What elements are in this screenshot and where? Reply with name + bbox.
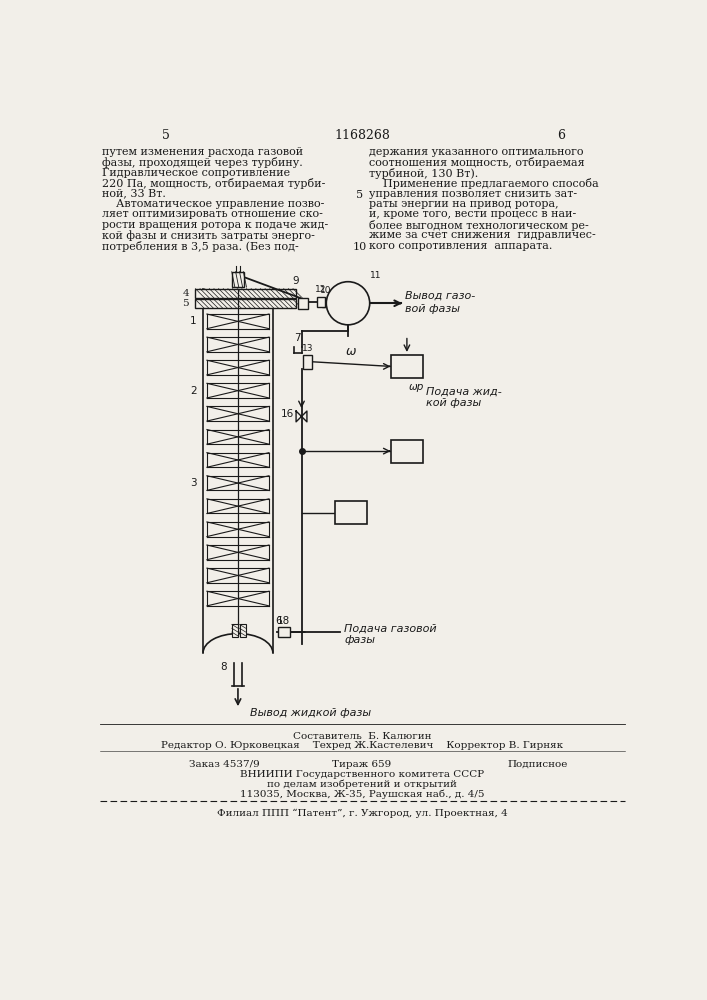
Text: Подписное: Подписное — [508, 760, 568, 769]
Text: Гидравлическое сопротивление: Гидравлическое сопротивление — [103, 168, 291, 178]
Text: держания указанного оптимального: держания указанного оптимального — [369, 147, 583, 157]
Text: ω: ω — [346, 345, 357, 358]
Text: Составитель  Б. Калюгин: Составитель Б. Калюгин — [293, 732, 431, 741]
Text: 11: 11 — [370, 271, 382, 280]
Text: и, кроме того, вести процесс в наи-: и, кроме того, вести процесс в наи- — [369, 209, 576, 219]
Text: 12: 12 — [315, 285, 327, 294]
Text: 2: 2 — [190, 386, 197, 396]
Text: кого сопротивления  аппарата.: кого сопротивления аппарата. — [369, 241, 552, 251]
Text: ωр: ωр — [409, 382, 423, 392]
Text: ляет оптимизировать отношение ско-: ляет оптимизировать отношение ско- — [103, 209, 323, 219]
Text: кой фазы и снизить затраты энерго-: кой фазы и снизить затраты энерго- — [103, 230, 315, 241]
Bar — [195, 289, 296, 298]
Text: фазы: фазы — [344, 635, 375, 645]
Text: 15: 15 — [400, 446, 414, 456]
Text: 5: 5 — [356, 190, 363, 200]
Bar — [232, 624, 238, 637]
Text: 14: 14 — [400, 361, 414, 371]
Text: Филиал ППП “Патент”, г. Ужгород, ул. Проектная, 4: Филиал ППП “Патент”, г. Ужгород, ул. Про… — [216, 809, 508, 818]
Text: 10: 10 — [320, 286, 332, 295]
Text: по делам изобретений и открытий: по делам изобретений и открытий — [267, 780, 457, 789]
Text: вой фазы: вой фазы — [404, 304, 460, 314]
Bar — [303, 355, 312, 369]
Text: ВНИИПИ Государственного комитета СССР: ВНИИПИ Государственного комитета СССР — [240, 770, 484, 779]
Text: 5: 5 — [182, 299, 189, 308]
Text: Подача газовой: Подача газовой — [344, 623, 437, 633]
Bar — [195, 299, 296, 308]
Text: Вывод газо-: Вывод газо- — [404, 291, 475, 301]
Text: 7: 7 — [294, 333, 301, 343]
Text: кой фазы: кой фазы — [426, 398, 481, 408]
Text: 6: 6 — [557, 129, 565, 142]
Bar — [232, 272, 244, 287]
Bar — [240, 624, 246, 637]
Text: 18: 18 — [277, 616, 291, 626]
Text: управления позволяет снизить зат-: управления позволяет снизить зат- — [369, 189, 577, 199]
Text: 1168268: 1168268 — [334, 129, 390, 142]
Text: 3: 3 — [190, 478, 197, 488]
Text: фазы, проходящей через турбину.: фазы, проходящей через турбину. — [103, 157, 303, 168]
Bar — [322, 298, 329, 307]
Text: 10: 10 — [353, 242, 367, 252]
Text: 113035, Москва, Ж-35, Раушская наб., д. 4/5: 113035, Москва, Ж-35, Раушская наб., д. … — [240, 790, 484, 799]
Text: 1: 1 — [190, 316, 197, 326]
Text: 13: 13 — [302, 344, 313, 353]
Text: 9: 9 — [293, 276, 299, 286]
Text: турбиной, 130 Вт).: турбиной, 130 Вт). — [369, 168, 478, 179]
Text: 4: 4 — [182, 289, 189, 298]
Text: жиме за счет снижения  гидравличес-: жиме за счет снижения гидравличес- — [369, 230, 596, 240]
Text: 16: 16 — [281, 409, 294, 419]
Text: раты энергии на привод ротора,: раты энергии на привод ротора, — [369, 199, 559, 209]
Bar — [279, 627, 290, 637]
Text: ной, 33 Вт.: ной, 33 Вт. — [103, 189, 166, 199]
Text: Вывод жидкой фазы: Вывод жидкой фазы — [250, 708, 370, 718]
Bar — [391, 440, 423, 463]
Text: Подача жид-: Подача жид- — [426, 387, 501, 397]
Text: более выгодном технологическом ре-: более выгодном технологическом ре- — [369, 220, 589, 231]
Text: Применение предлагаемого способа: Применение предлагаемого способа — [369, 178, 599, 189]
Text: 5: 5 — [162, 129, 170, 142]
Bar — [298, 298, 308, 309]
Text: 6: 6 — [276, 616, 282, 626]
Bar — [391, 355, 423, 378]
Text: Автоматическое управление позво-: Автоматическое управление позво- — [103, 199, 325, 209]
Text: Тираж 659: Тираж 659 — [332, 760, 392, 769]
Circle shape — [327, 282, 370, 325]
Text: рости вращения ротора к подаче жид-: рости вращения ротора к подаче жид- — [103, 220, 329, 230]
Text: Заказ 4537/9: Заказ 4537/9 — [189, 760, 260, 769]
Text: потребления в 3,5 раза. (Без под-: потребления в 3,5 раза. (Без под- — [103, 241, 299, 252]
Text: 220 Па, мощность, отбираемая турби-: 220 Па, мощность, отбираемая турби- — [103, 178, 326, 189]
Text: 17: 17 — [344, 508, 358, 518]
Text: 8: 8 — [221, 662, 227, 672]
Bar — [317, 297, 325, 307]
Bar — [335, 501, 368, 524]
Text: соотношения мощность, отбираемая: соотношения мощность, отбираемая — [369, 157, 585, 168]
Text: Редактор О. Юрковецкая    Техред Ж.Кастелевич    Корректор В. Гирняк: Редактор О. Юрковецкая Техред Ж.Кастелев… — [161, 741, 563, 750]
Text: путем изменения расхода газовой: путем изменения расхода газовой — [103, 147, 303, 157]
